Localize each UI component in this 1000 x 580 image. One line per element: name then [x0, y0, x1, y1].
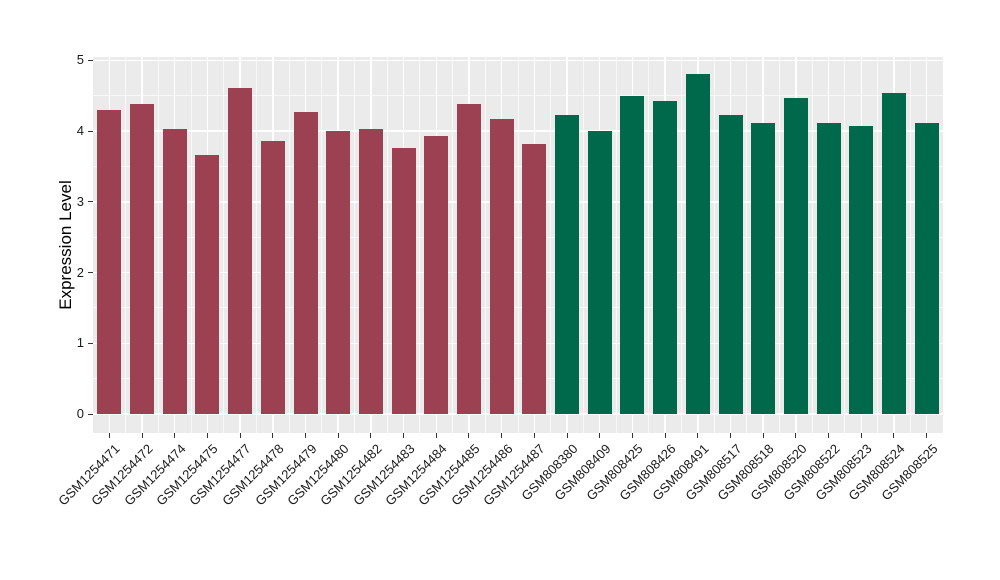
x-tick-mark	[501, 433, 503, 438]
x-tick-mark	[926, 433, 928, 438]
x-tick-mark	[239, 433, 241, 438]
x-tick-mark	[795, 433, 797, 438]
x-tick-mark	[174, 433, 176, 438]
x-tick-mark	[566, 433, 568, 438]
x-tick-mark	[305, 433, 306, 438]
y-tick-mark	[88, 413, 93, 415]
bar-GSM808522	[816, 123, 841, 414]
bar-GSM1254475	[195, 155, 220, 414]
bar-GSM1254478	[260, 140, 285, 414]
gridline-minor-vertical	[811, 57, 813, 433]
x-tick-mark	[533, 433, 535, 438]
x-tick-mark	[468, 433, 470, 438]
y-tick-mark	[88, 201, 93, 203]
gridline-minor-vertical	[550, 57, 552, 433]
bar-GSM1254471	[97, 109, 122, 414]
gridline-minor-vertical	[746, 57, 748, 433]
gridline-minor-vertical	[877, 57, 879, 433]
x-tick-mark	[697, 433, 699, 438]
bar-GSM808426	[653, 101, 678, 414]
gridline-minor-vertical	[419, 57, 421, 433]
gridline-minor-vertical	[484, 57, 486, 433]
x-tick-mark	[828, 433, 830, 438]
y-tick-mark	[88, 59, 93, 61]
bar-GSM808518	[751, 123, 776, 414]
gridline-minor-vertical	[190, 57, 192, 433]
gridline-minor-vertical	[615, 57, 617, 433]
gridline-minor-vertical	[321, 57, 323, 433]
bar-GSM1254487	[522, 144, 547, 414]
bar-GSM1254479	[293, 111, 318, 414]
bar-GSM1254483	[391, 147, 416, 414]
y-tick-label: 3	[76, 193, 84, 209]
y-tick-label: 0	[76, 406, 84, 421]
y-tick-label: 5	[76, 52, 84, 68]
gridline-minor-vertical	[713, 57, 715, 433]
x-tick-mark	[664, 433, 666, 438]
gridline-minor-vertical	[255, 57, 257, 433]
y-tick-label: 2	[76, 264, 84, 280]
gridline-minor-vertical	[354, 57, 356, 433]
gridline-minor-vertical	[909, 57, 911, 433]
y-tick-label: 1	[76, 335, 84, 351]
gridline-minor-vertical	[452, 57, 454, 433]
x-tick-mark	[337, 433, 339, 438]
x-tick-mark	[599, 433, 601, 438]
y-tick-mark	[88, 130, 93, 132]
bar-GSM808525	[914, 123, 939, 414]
gridline-minor-vertical	[648, 57, 650, 433]
bar-GSM1254484	[424, 135, 449, 414]
x-tick-mark	[860, 433, 862, 438]
x-tick-mark	[435, 433, 437, 438]
bar-GSM1254482	[358, 128, 383, 414]
bar-GSM808409	[587, 131, 612, 414]
gridline-minor-vertical	[582, 57, 584, 433]
x-tick-mark	[370, 433, 372, 438]
bar-GSM1254474	[162, 128, 187, 414]
gridline-minor-vertical	[779, 57, 781, 433]
gridline-minor-vertical	[223, 57, 225, 433]
bar-GSM808524	[881, 92, 906, 414]
bar-GSM1254486	[489, 118, 514, 414]
plot-panel	[93, 57, 943, 433]
gridline-minor-vertical	[386, 57, 388, 433]
bar-GSM808380	[555, 115, 580, 414]
bar-GSM1254472	[130, 104, 155, 414]
gridline-minor-vertical	[517, 57, 519, 433]
gridline-minor-vertical	[680, 57, 682, 433]
gridline-minor-vertical	[125, 57, 127, 433]
y-tick-mark	[88, 272, 93, 273]
x-tick-mark	[141, 433, 143, 438]
y-tick-label: 4	[76, 123, 84, 138]
x-tick-mark	[403, 433, 405, 438]
bar-GSM1254485	[456, 104, 481, 414]
x-tick-mark	[730, 433, 731, 438]
x-tick-mark	[631, 433, 633, 438]
x-tick-mark	[206, 433, 208, 438]
x-tick-mark	[272, 433, 274, 438]
x-tick-mark	[108, 433, 110, 438]
gridline-minor-vertical	[844, 57, 846, 433]
x-tick-mark	[893, 433, 895, 438]
gridline-minor-vertical	[157, 57, 159, 433]
bar-GSM808523	[849, 126, 874, 414]
bar-GSM808520	[783, 97, 808, 414]
y-tick-mark	[88, 342, 93, 344]
bar-GSM808425	[620, 96, 645, 414]
bar-GSM1254480	[326, 131, 351, 414]
bar-GSM1254477	[228, 87, 253, 414]
gridline-minor-vertical	[288, 57, 290, 433]
bar-GSM808491	[685, 73, 710, 414]
x-tick-mark	[762, 433, 764, 438]
bar-GSM808517	[718, 115, 743, 414]
